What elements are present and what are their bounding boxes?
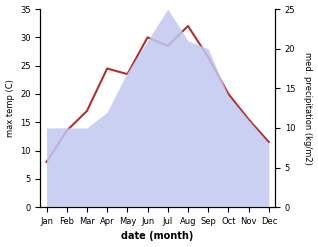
X-axis label: date (month): date (month): [121, 231, 194, 242]
Y-axis label: med. precipitation (kg/m2): med. precipitation (kg/m2): [303, 52, 313, 165]
Y-axis label: max temp (C): max temp (C): [5, 79, 15, 137]
